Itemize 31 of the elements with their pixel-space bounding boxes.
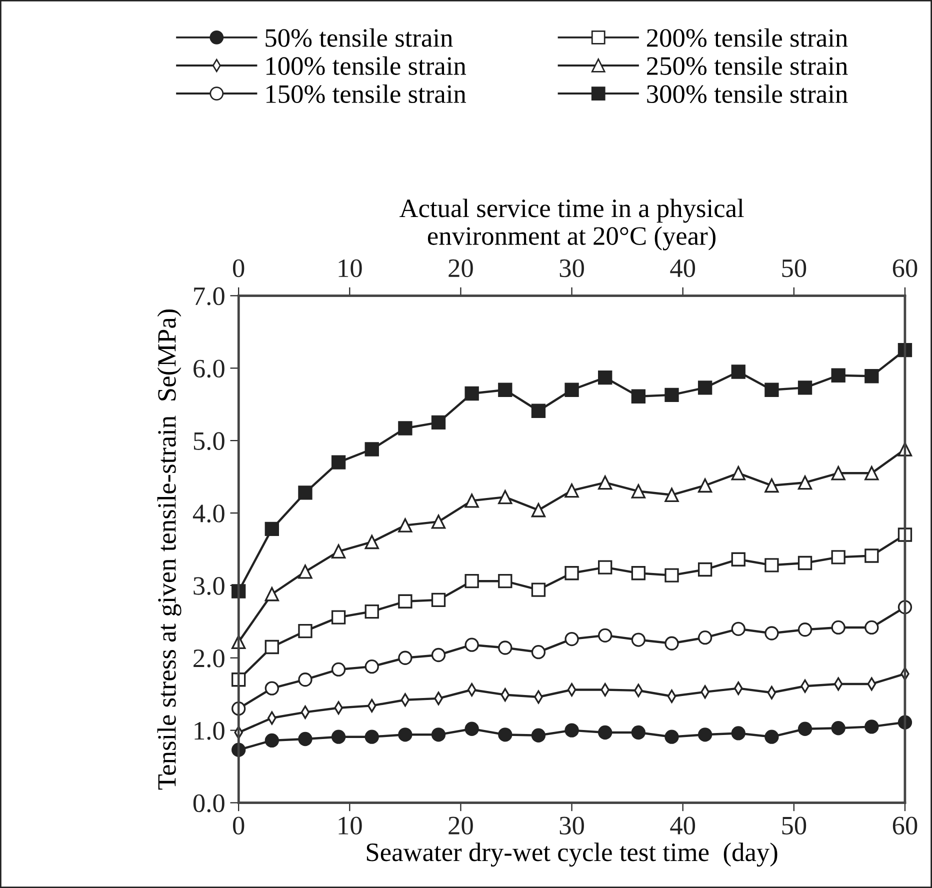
x-tick-label: 50 — [782, 816, 806, 835]
x2-tick-label: 10 — [338, 259, 362, 278]
x-tick-label: 40 — [670, 816, 696, 835]
x2-tick-label: 30 — [560, 259, 584, 278]
x2-tick-label: 0 — [233, 259, 244, 278]
y-tick-label: 2.0 — [194, 649, 224, 668]
y-axis-title: Tensile stress at given tensile-strain Se(MPa) — [157, 309, 182, 790]
x-tick-label: 20 — [448, 816, 473, 835]
x-axis-title: Seawater dry-wet cycle test time (day) — [366, 842, 778, 867]
x2-tick-label: 60 — [892, 259, 918, 278]
legend-label: 50% tensile strain — [266, 28, 453, 48]
y-tick-label: 5.0 — [194, 432, 224, 450]
legend-label: 250% tensile strain — [647, 56, 848, 76]
x-tick-label: 60 — [892, 816, 918, 835]
legend-label: 100% tensile strain — [266, 56, 466, 76]
x2-axis-title: Actual service time in a physical environment at 20°C (year) — [399, 198, 744, 250]
x-tick-label: 0 — [233, 816, 244, 835]
y-tick-label: 3.0 — [194, 577, 224, 595]
x-tick-label: 10 — [338, 816, 362, 835]
legend-label: 150% tensile strain — [266, 84, 466, 104]
x2-tick-label: 40 — [670, 259, 696, 278]
y-tick-label: 4.0 — [192, 504, 224, 523]
x2-tick-label: 20 — [448, 259, 473, 278]
y-tick-label: 0.0 — [193, 794, 224, 812]
y-tick-label: 7.0 — [194, 287, 224, 306]
x-tick-label: 30 — [560, 816, 584, 835]
legend-label: 200% tensile strain — [647, 28, 848, 48]
y-tick-label: 6.0 — [194, 360, 224, 378]
x2-tick-label: 50 — [782, 259, 806, 278]
legend-label: 300% tensile strain — [647, 84, 848, 104]
y-tick-label: 1.0 — [194, 722, 224, 740]
